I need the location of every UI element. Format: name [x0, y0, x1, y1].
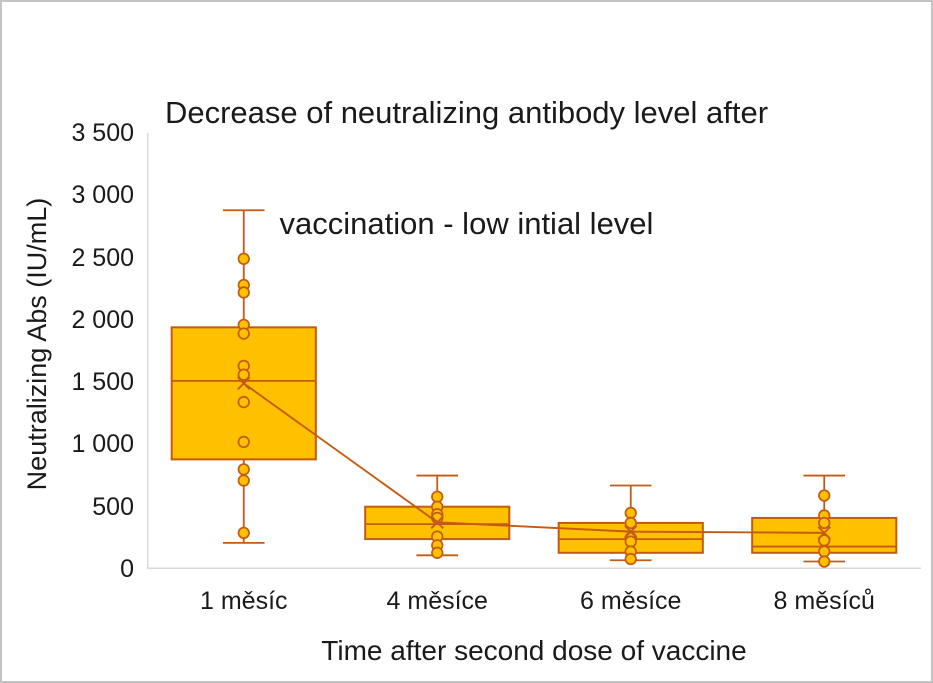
x-category-label: 6 měsíce — [580, 587, 682, 615]
x-category-label: 8 měsíců — [773, 587, 875, 615]
y-tick-label: 1 000 — [71, 430, 134, 459]
y-tick-label: 3 500 — [71, 119, 134, 147]
chart-title-line-2: vaccination - low intial level — [279, 206, 654, 241]
y-tick-label: 3 000 — [71, 181, 134, 210]
y-tick-label: 500 — [92, 492, 134, 521]
plot-area — [147, 133, 921, 569]
y-tick-label: 1 500 — [71, 368, 134, 397]
x-axis-title: Time after second dose of vaccine — [321, 635, 747, 666]
y-tick-label: 0 — [120, 555, 134, 583]
chart-title: Decrease of neutralizing antibody level … — [2, 20, 931, 316]
chart-title-line-1: Decrease of neutralizing antibody level … — [164, 95, 769, 130]
x-category-label: 4 měsíce — [386, 587, 488, 615]
y-tick-label: 2 000 — [71, 305, 134, 334]
y-tick-label: 2 500 — [71, 243, 134, 272]
x-category-label: 1 měsíc — [199, 587, 288, 615]
